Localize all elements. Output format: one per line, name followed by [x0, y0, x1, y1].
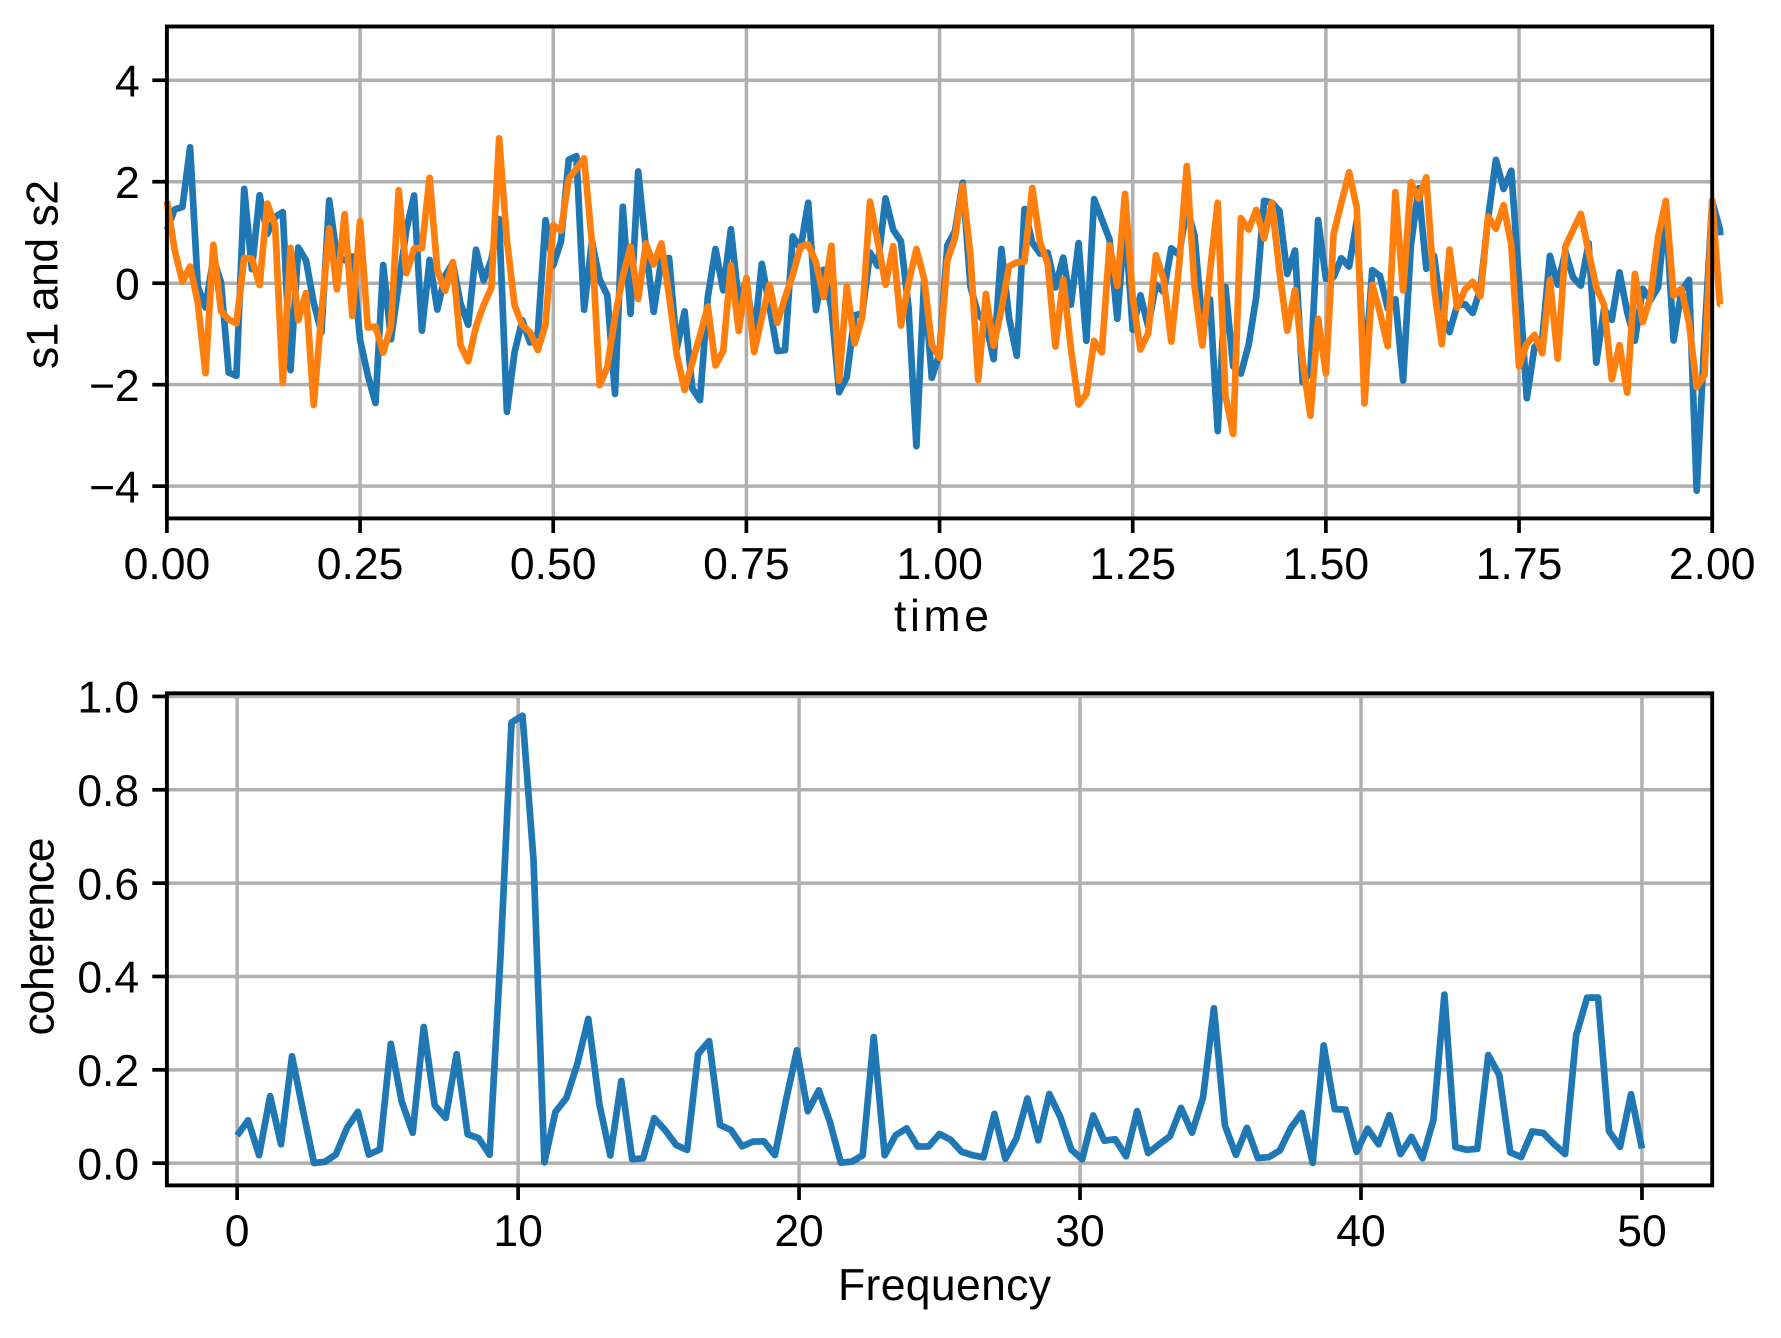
svg-text:0.00: 0.00 — [124, 540, 211, 589]
svg-text:4: 4 — [115, 57, 140, 106]
svg-text:1.75: 1.75 — [1476, 540, 1563, 589]
svg-text:0.75: 0.75 — [703, 540, 790, 589]
svg-text:40: 40 — [1336, 1207, 1386, 1256]
svg-text:time: time — [894, 592, 989, 641]
svg-text:1.00: 1.00 — [896, 540, 983, 589]
svg-text:0.0: 0.0 — [77, 1140, 139, 1189]
svg-text:20: 20 — [774, 1207, 824, 1256]
svg-text:2.00: 2.00 — [1669, 540, 1756, 589]
svg-text:0.50: 0.50 — [510, 540, 597, 589]
svg-text:30: 30 — [1055, 1207, 1105, 1256]
svg-text:1.0: 1.0 — [77, 674, 139, 723]
svg-text:2: 2 — [115, 159, 140, 208]
svg-text:0: 0 — [115, 260, 140, 309]
svg-text:0.25: 0.25 — [317, 540, 404, 589]
svg-text:10: 10 — [493, 1207, 543, 1256]
svg-text:0.2: 0.2 — [77, 1047, 139, 1096]
svg-text:0.4: 0.4 — [77, 954, 139, 1003]
svg-text:0.6: 0.6 — [77, 860, 139, 909]
svg-text:−2: −2 — [89, 362, 140, 411]
svg-text:−4: −4 — [89, 463, 140, 512]
svg-text:0.8: 0.8 — [77, 767, 139, 816]
svg-text:s1 and s2: s1 and s2 — [19, 180, 68, 369]
svg-text:coherence: coherence — [15, 838, 64, 1036]
svg-text:50: 50 — [1617, 1207, 1667, 1256]
svg-text:Frequency: Frequency — [838, 1261, 1052, 1310]
svg-text:1.50: 1.50 — [1283, 540, 1370, 589]
svg-text:1.25: 1.25 — [1089, 540, 1176, 589]
svg-text:0: 0 — [225, 1207, 250, 1256]
